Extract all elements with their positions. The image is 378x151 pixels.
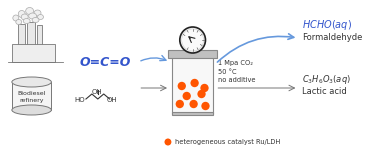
Text: HO: HO: [75, 97, 85, 103]
Ellipse shape: [21, 14, 28, 20]
Ellipse shape: [23, 19, 30, 24]
Bar: [37, 25, 42, 46]
Circle shape: [189, 100, 198, 108]
Circle shape: [176, 100, 184, 108]
Circle shape: [197, 90, 206, 98]
Text: heterogeneous catalyst Ru/LDH: heterogeneous catalyst Ru/LDH: [175, 139, 280, 145]
Circle shape: [180, 27, 206, 53]
Text: 1 Mpa CO₂
50 °C
no additive: 1 Mpa CO₂ 50 °C no additive: [218, 60, 256, 83]
Text: Biodiesel
refinery: Biodiesel refinery: [17, 91, 46, 103]
Text: $\mathit{C_3H_6O_3(aq)}$: $\mathit{C_3H_6O_3(aq)}$: [302, 74, 351, 87]
Ellipse shape: [12, 77, 51, 87]
Text: OH: OH: [106, 97, 117, 103]
Circle shape: [178, 82, 186, 90]
Ellipse shape: [18, 11, 25, 18]
Circle shape: [201, 102, 210, 110]
Bar: [12, 82, 51, 110]
Text: O=C=O: O=C=O: [80, 56, 132, 69]
Ellipse shape: [12, 105, 51, 115]
Ellipse shape: [16, 19, 22, 24]
Text: Lactic acid: Lactic acid: [302, 87, 347, 96]
Ellipse shape: [32, 18, 39, 22]
Text: $\mathit{HCHO(aq)}$: $\mathit{HCHO(aq)}$: [302, 18, 352, 32]
Bar: [18, 24, 25, 46]
Text: Formaldehyde: Formaldehyde: [302, 34, 363, 42]
Text: CO₂: CO₂: [182, 63, 203, 73]
Ellipse shape: [26, 8, 34, 14]
Circle shape: [200, 84, 209, 92]
Ellipse shape: [29, 13, 37, 19]
Bar: [12, 44, 55, 62]
Ellipse shape: [34, 10, 41, 16]
Text: OH: OH: [91, 89, 102, 95]
Circle shape: [191, 79, 199, 87]
Circle shape: [183, 92, 191, 100]
Circle shape: [164, 138, 171, 146]
Bar: [27, 22, 34, 46]
Bar: [172, 112, 214, 115]
Bar: [168, 50, 217, 58]
Circle shape: [182, 29, 203, 51]
Ellipse shape: [37, 14, 43, 19]
Bar: [172, 54, 214, 114]
Ellipse shape: [13, 15, 19, 21]
